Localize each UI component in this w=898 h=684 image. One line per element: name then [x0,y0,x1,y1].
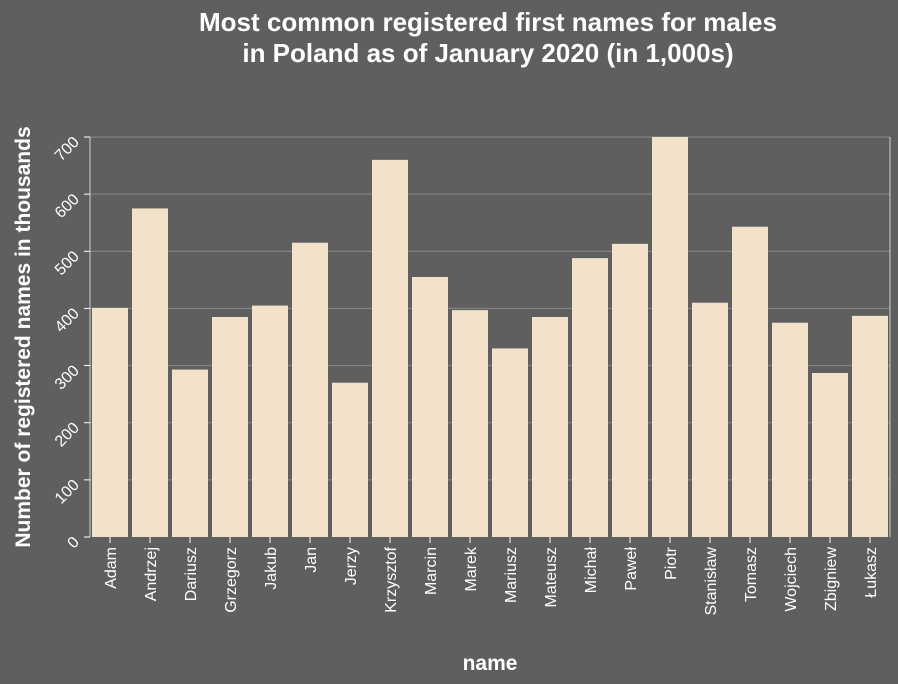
x-tick-label: Stanisław [703,547,720,616]
x-tick-label: Andrzej [143,547,160,601]
bar-0 [92,307,128,537]
y-tick-label: 200 [52,419,83,450]
chart-title-line-2: in Poland as of January 2020 (in 1,000s) [242,38,733,68]
chart-title-line-1: Most common registered first names for m… [199,7,777,37]
x-tick-label: Tomasz [743,547,760,602]
bar-1 [132,208,168,537]
y-axis-ticks: 0 100 200 300 400 500 600 700 [52,134,90,552]
gridlines [90,136,890,481]
x-tick-label: Mateusz [543,547,560,607]
bar-10 [492,348,528,537]
bars [92,137,888,537]
bar-8 [412,277,448,537]
y-tick-label: 300 [52,362,83,393]
x-tick-label: Mariusz [503,547,520,603]
bar-11 [532,317,568,537]
bar-12 [572,258,608,537]
x-axis-ticks: Adam Andrzej Dariusz Grzegorz Jakub Jan Jerzy K… [103,537,880,615]
x-tick-label: Paweł [623,547,640,591]
x-tick-label: Jerzy [343,547,360,585]
bar-16 [732,226,768,537]
x-tick-label: Marcin [423,547,440,595]
bar-15 [692,302,728,537]
bar-19 [852,315,888,537]
bar-6 [332,382,368,537]
x-tick-label: Wojciech [783,547,800,612]
x-tick-label: Grzegorz [223,547,240,613]
x-axis-title: name [463,652,518,675]
y-axis-title: Number of registered names in thousands [12,126,35,547]
bar-17 [772,322,808,537]
x-tick-label: Michał [583,547,600,594]
x-tick-label: Dariusz [183,547,200,601]
bar-13 [612,243,648,537]
bar-18 [812,373,848,537]
y-tick-label: 0 [65,534,83,552]
x-tick-label: Jakub [263,547,280,590]
bar-14 [652,137,688,537]
x-tick-label: Adam [103,547,120,589]
x-tick-label: Marek [463,546,480,591]
x-tick-label: Zbigniew [823,547,840,611]
x-tick-label: Krzysztof [383,546,400,612]
y-tick-label: 500 [52,248,83,279]
y-tick-label: 400 [52,305,83,336]
y-tick-label: 700 [52,134,83,165]
x-tick-label: Jan [303,547,320,573]
x-tick-label: Łukasz [863,547,880,598]
bar-7 [372,159,408,537]
y-tick-label: 600 [52,191,83,222]
y-tick-label: 100 [52,477,83,508]
bar-9 [452,310,488,537]
bar-2 [172,369,208,537]
bar-5 [292,242,328,537]
x-tick-label: Piotr [663,546,680,580]
bar-4 [252,305,288,537]
bar-3 [212,317,248,537]
